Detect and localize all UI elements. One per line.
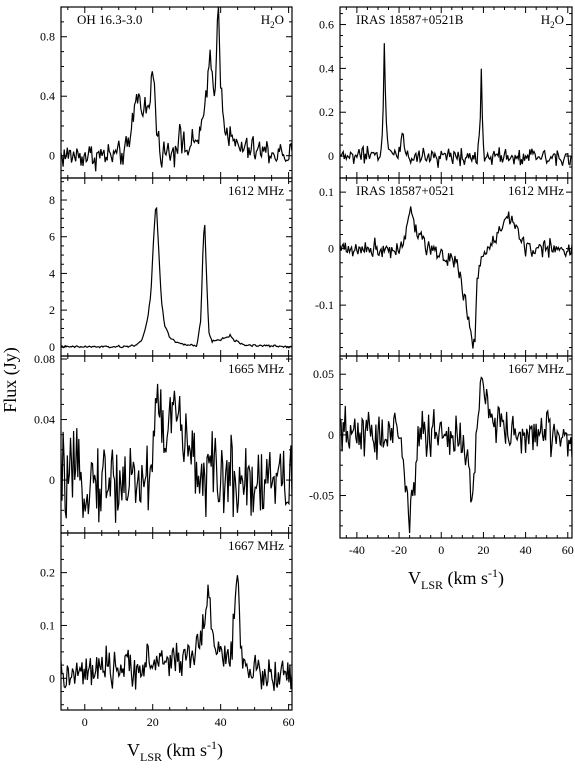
y-tick-label: 0 [49, 473, 55, 487]
line-label: 1665 MHz [228, 361, 284, 376]
x-axis-title-unit: (km s [162, 740, 207, 761]
source-label: IRAS 18587+0521 [356, 183, 455, 198]
y-tick-label: 0.04 [34, 413, 55, 427]
y-tick-label: 0.1 [40, 618, 55, 632]
spectrum-line [340, 376, 572, 534]
spectrum-panel-right-2: -0.1 0 0.1 IRAS 18587+0521 1612 MHz [315, 177, 573, 357]
y-tick-label: -0.1 [315, 298, 334, 312]
x-tick-label: -20 [391, 543, 407, 557]
spectrum-panel-right-3: -0.05 0 0.05 -40 -20 0 20 40 60 1667 MHz [309, 355, 574, 557]
spectrum-line [61, 7, 292, 172]
spectrum-line [61, 383, 292, 523]
x-axis-title-unit: (km s [443, 568, 488, 589]
y-tick-label: 0.4 [319, 61, 334, 75]
x-axis-title-right: VLSR (km s-1) [408, 566, 504, 592]
y-tick-label: 0 [328, 242, 334, 256]
y-tick-label: 0.2 [319, 105, 334, 119]
x-tick-label: 0 [82, 715, 88, 729]
x-tick-label: 60 [283, 715, 295, 729]
y-tick-label: 0.05 [313, 367, 334, 381]
y-tick-label: 0.4 [40, 89, 55, 103]
x-tick-label: 40 [215, 715, 227, 729]
x-axis-title-main: V [408, 568, 421, 588]
source-label: IRAS 18587+0521B [356, 12, 464, 27]
y-tick-label: 0.6 [319, 18, 334, 32]
x-axis-title-left: VLSR (km s-1) [127, 738, 223, 764]
panel-frame [339, 355, 573, 539]
spectrum-line [340, 43, 572, 168]
y-tick-label: 0.08 [34, 352, 55, 366]
y-tick-label: 0 [49, 340, 55, 354]
line-label: H2O [261, 12, 284, 30]
x-tick-label: 60 [562, 543, 574, 557]
x-axis-title-unit-close: ) [217, 740, 223, 761]
x-axis-title-unit-exponent: -1 [488, 566, 498, 580]
spectrum-panel-right-1: 0 0.2 0.4 0.6 IRAS 18587+0521B H2O [319, 6, 573, 179]
y-tick-label: 8 [49, 193, 55, 207]
x-tick-label: 20 [147, 715, 159, 729]
spectrum-line [61, 575, 292, 691]
panel-frame [60, 177, 293, 357]
panel-frame [339, 177, 573, 357]
y-tick-label: 0.1 [319, 185, 334, 199]
y-tick-label: 6 [49, 230, 55, 244]
y-tick-label: 0.2 [40, 566, 55, 580]
spectrum-panel-left-1: 0 0.4 0.8 OH 16.3-3.0 H2O [40, 6, 293, 179]
y-tick-label: 0 [49, 149, 55, 163]
x-axis-title-main: V [127, 740, 140, 760]
spectrum-panel-left-2: 0 2 4 6 8 1612 MHz [49, 177, 293, 357]
panel-frame [60, 6, 293, 179]
line-label: 1612 MHz [508, 183, 564, 198]
x-tick-label: 20 [477, 543, 489, 557]
panel-frame [339, 6, 573, 179]
panel-frame [60, 355, 293, 534]
spectrum-line [61, 206, 292, 349]
y-tick-label: 4 [49, 266, 55, 280]
x-axis-title-unit-exponent: -1 [207, 738, 217, 752]
line-label: 1667 MHz [508, 361, 564, 376]
source-label: OH 16.3-3.0 [77, 12, 142, 27]
y-tick-label: 0.8 [40, 30, 55, 44]
x-axis-title-unit-close: ) [498, 568, 504, 589]
line-label: 1667 MHz [228, 538, 284, 553]
spectrum-panel-left-3: 0 0.04 0.08 1665 MHz [34, 352, 293, 534]
panel-frame [60, 532, 293, 711]
y-tick-label: 0 [328, 149, 334, 163]
y-tick-label: 2 [49, 303, 55, 317]
x-tick-label: 40 [520, 543, 532, 557]
spectrum-line [340, 206, 572, 349]
y-tick-label: -0.05 [309, 489, 334, 503]
x-axis-title-sub: LSR [140, 750, 162, 764]
x-tick-label: -40 [349, 543, 365, 557]
x-tick-label: 0 [438, 543, 444, 557]
y-tick-label: 0 [49, 671, 55, 685]
y-tick-label: 0 [328, 428, 334, 442]
y-axis-title: Flux (Jy) [0, 347, 21, 413]
x-axis-title-sub: LSR [421, 578, 443, 592]
spectrum-panel-left-4: 0 0.1 0.2 0 20 40 60 1667 MHz [40, 532, 295, 729]
line-label: 1612 MHz [228, 183, 284, 198]
line-label: H2O [541, 12, 564, 30]
